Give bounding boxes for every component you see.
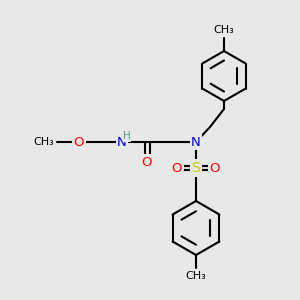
Text: N: N: [191, 136, 201, 148]
Text: O: O: [142, 155, 152, 169]
Text: CH₃: CH₃: [214, 25, 234, 35]
Text: O: O: [210, 161, 220, 175]
Text: S: S: [192, 161, 200, 175]
Text: H: H: [123, 131, 131, 141]
Text: CH₃: CH₃: [33, 137, 54, 147]
Text: O: O: [74, 136, 84, 148]
Text: CH₃: CH₃: [186, 271, 206, 281]
Text: O: O: [172, 161, 182, 175]
Text: N: N: [117, 136, 127, 148]
